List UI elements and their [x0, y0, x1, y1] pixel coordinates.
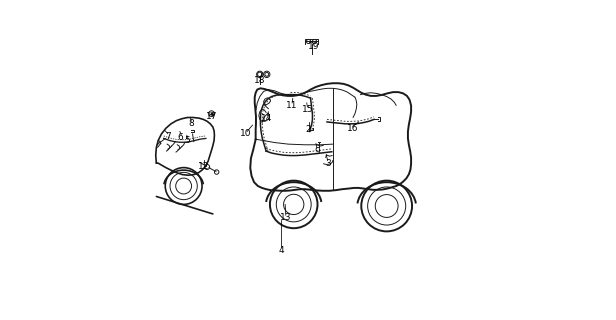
Text: 12: 12: [198, 162, 209, 171]
Text: 4: 4: [278, 245, 284, 255]
Text: 5: 5: [185, 136, 190, 146]
Text: 19: 19: [308, 42, 320, 51]
Text: 15: 15: [302, 105, 313, 114]
Text: 14: 14: [261, 114, 272, 123]
Text: 16: 16: [347, 124, 358, 133]
Text: 9: 9: [315, 147, 320, 156]
Text: 3: 3: [326, 159, 331, 168]
Text: 6: 6: [177, 133, 184, 142]
Text: 8: 8: [188, 119, 194, 128]
Text: 13: 13: [280, 213, 291, 222]
Text: 17: 17: [206, 112, 218, 121]
Text: 2: 2: [306, 125, 312, 134]
Text: 18: 18: [254, 76, 265, 84]
Text: 10: 10: [240, 130, 252, 139]
Text: 11: 11: [286, 101, 298, 110]
Text: 7: 7: [165, 132, 171, 141]
